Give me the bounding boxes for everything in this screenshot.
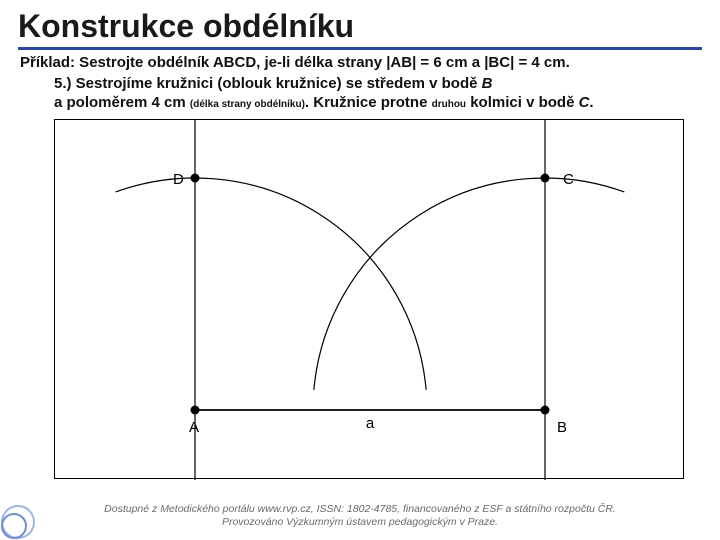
step-em-B: B (482, 75, 493, 92)
footer-line-1: Dostupné z Metodického portálu www.rvp.c… (104, 503, 616, 515)
step-small1: (délka strany obdélníku) (190, 99, 305, 110)
example-text: Příklad: Sestrojte obdélník ABCD, je-li … (20, 54, 702, 71)
step-mid3: kolmici v bodě (466, 94, 579, 111)
slide: Konstrukce obdélníku Příklad: Sestrojte … (0, 0, 720, 540)
diagram-container: A B C Da (54, 119, 684, 479)
step-mid2: . Kružnice protne (305, 94, 432, 111)
step-mid1: a poloměrem 4 cm (54, 94, 190, 111)
construction-diagram: A B C Da (55, 120, 685, 480)
step-suffix: . (589, 94, 593, 111)
svg-text:B: B (557, 419, 567, 436)
step-prefix: 5.) Sestrojíme kružnici (oblouk kružnice… (54, 75, 482, 92)
svg-text:A: A (189, 419, 199, 436)
footer-line-2: Provozováno Výzkumným ústavem pedagogick… (222, 516, 498, 528)
step-em-C: C (579, 94, 590, 111)
step-text: 5.) Sestrojíme kružnici (oblouk kružnice… (54, 75, 702, 113)
page-title: Konstrukce obdélníku (18, 8, 702, 45)
svg-text:D: D (173, 171, 184, 188)
title-underline (18, 47, 702, 50)
step-small2: druhou (432, 99, 466, 110)
svg-text:C: C (563, 171, 574, 188)
svg-text:a: a (366, 415, 375, 432)
footer: Dostupné z Metodického portálu www.rvp.c… (0, 503, 720, 530)
